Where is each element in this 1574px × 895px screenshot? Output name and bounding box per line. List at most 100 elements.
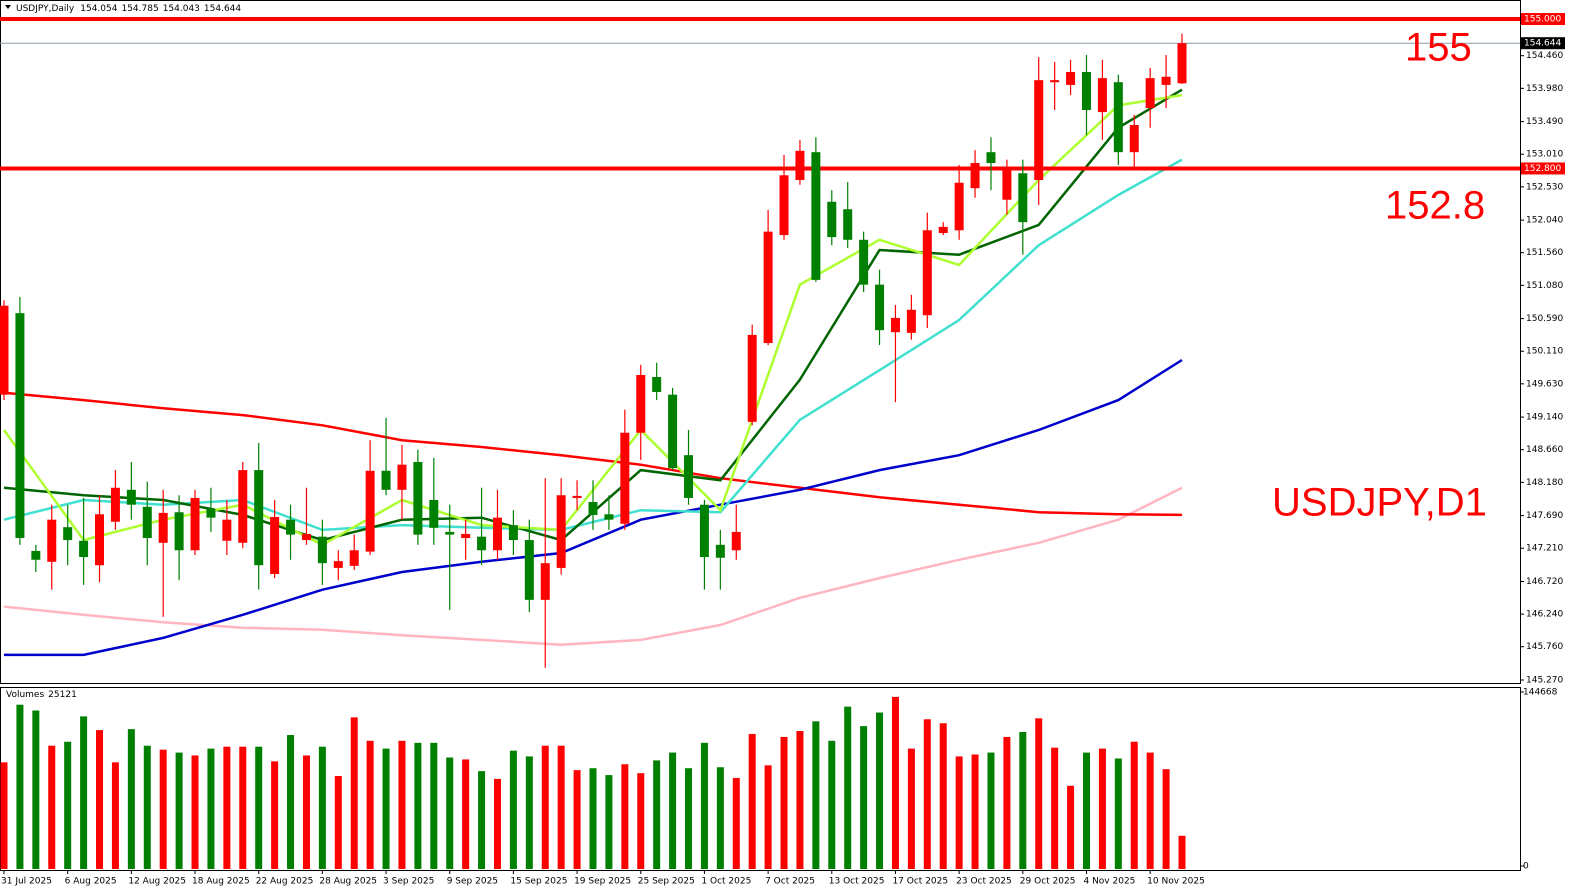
candle-body [731, 531, 741, 551]
volume-bar [1162, 769, 1170, 869]
volume-bar [876, 712, 884, 869]
candle-body [668, 394, 678, 469]
volume-bar [1098, 748, 1106, 869]
volume-bar [430, 742, 438, 869]
y-tick-label: 146.240 [1526, 610, 1563, 620]
candle-body [333, 561, 343, 568]
current-price-box [1521, 37, 1565, 50]
candle-body [190, 497, 200, 551]
volume-bar [716, 767, 724, 869]
candle-body [779, 175, 789, 236]
volume-bar [382, 748, 390, 869]
candle-body [556, 495, 566, 568]
symbol-title: USDJPY,Daily [16, 4, 75, 14]
volume-bar [541, 745, 549, 869]
candle-body [843, 209, 853, 240]
volume-bar [1051, 747, 1059, 869]
x-tick-label: 19 Sep 2025 [574, 877, 631, 887]
volume-bar [955, 756, 963, 869]
volume-bar [191, 755, 199, 869]
volume-header: Volumes 25121 [6, 690, 77, 700]
candle-body [206, 508, 216, 518]
candle-body [1161, 76, 1171, 85]
candle-body [652, 377, 662, 392]
y-tick-label: 149.140 [1526, 413, 1563, 423]
level-label-box [1521, 13, 1565, 26]
candle-body [922, 230, 932, 316]
volume-bar [414, 742, 422, 869]
volume-bar [700, 742, 708, 869]
volume-bar [987, 752, 995, 869]
volume-bar [1082, 752, 1090, 869]
volume-bar [637, 773, 645, 869]
header-low: 154.043 [163, 4, 200, 14]
candle-body [95, 514, 105, 566]
candle-body [508, 525, 518, 541]
candle-body [540, 563, 550, 600]
candle-body [445, 531, 455, 535]
moving-average [2, 93, 1183, 547]
candle-body [524, 540, 534, 600]
candle-body [286, 519, 296, 535]
candle-body [684, 455, 694, 498]
candle-body [1002, 167, 1012, 200]
candle-body [715, 544, 725, 558]
moving-average [3, 158, 1183, 532]
y-tick-label: 153.010 [1526, 150, 1563, 160]
volume-bar [1130, 741, 1138, 869]
candle-body [15, 313, 25, 539]
candle-body [906, 309, 916, 333]
volume-bar [812, 721, 820, 869]
candle-body [317, 536, 327, 564]
x-tick-label: 1 Oct 2025 [701, 877, 751, 887]
candle-body [827, 201, 837, 238]
candle-body [142, 506, 152, 539]
candle-body [492, 517, 502, 551]
volume-bar [1178, 835, 1186, 869]
volume-bar [207, 748, 215, 869]
volume-bar [271, 761, 279, 869]
volume-bar [493, 778, 501, 869]
candle-body [1050, 80, 1060, 83]
x-tick-label: 17 Oct 2025 [892, 877, 948, 887]
volume-bar [318, 746, 326, 869]
volume-bar [223, 746, 231, 869]
candle-body [270, 516, 280, 575]
y-tick-label: 153.490 [1526, 117, 1563, 127]
moving-average [3, 88, 1183, 542]
volume-bar [64, 741, 72, 869]
chart-header: USDJPY,Daily 154.054 154.785 154.043 154.644 [16, 4, 241, 14]
candle-body [620, 432, 630, 524]
volume-bar [621, 764, 629, 869]
volume-bar [1003, 736, 1011, 869]
volume-bar [860, 726, 868, 869]
candle-body [604, 514, 614, 520]
volume-bar [111, 762, 119, 869]
y-tick-label: 148.660 [1526, 445, 1563, 455]
volume-bar [1146, 752, 1154, 869]
header-high: 154.785 [121, 4, 158, 14]
y-tick-label: 153.980 [1526, 84, 1563, 94]
candle-body [110, 487, 120, 522]
x-tick-label: 12 Aug 2025 [128, 877, 186, 887]
level-label: 152.800 [1524, 164, 1561, 174]
level-label: 155.000 [1524, 15, 1561, 25]
volume-bar [32, 710, 40, 869]
y-tick-label: 151.560 [1526, 248, 1563, 258]
y-tick-label: 0 [1523, 862, 1529, 872]
volume-bar [1035, 718, 1043, 869]
volume-bar [907, 748, 915, 869]
x-tick-label: 29 Oct 2025 [1020, 877, 1076, 887]
x-tick-label: 13 Oct 2025 [829, 877, 885, 887]
candle-body [875, 284, 885, 331]
candle-body [986, 152, 996, 164]
x-tick-label: 25 Sep 2025 [638, 877, 695, 887]
candle-body [954, 182, 964, 231]
current-price-label: 154.644 [1524, 39, 1561, 49]
volume-bar [446, 757, 454, 869]
moving-average [3, 391, 1183, 517]
volume-bar [1114, 758, 1122, 869]
x-tick-label: 6 Aug 2025 [65, 877, 117, 887]
x-tick-label: 22 Aug 2025 [256, 877, 314, 887]
y-tick-label: 152.040 [1526, 216, 1563, 226]
